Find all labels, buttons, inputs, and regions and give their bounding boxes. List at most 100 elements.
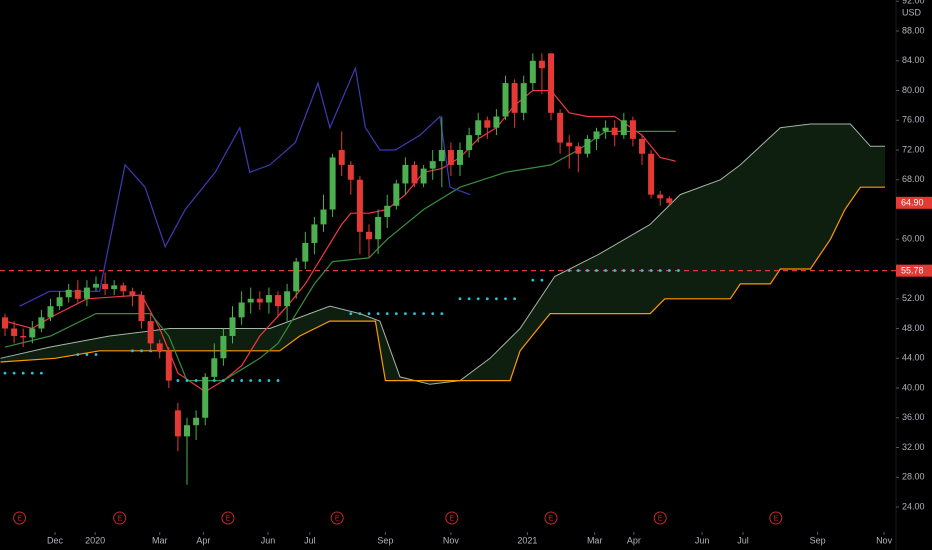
candle-body — [466, 135, 473, 151]
candle-body — [202, 376, 209, 418]
level-dot — [458, 297, 462, 301]
level-dot — [404, 312, 407, 316]
level-dot — [249, 379, 253, 382]
level-dot — [12, 371, 16, 375]
x-tick-label: Dec — [47, 535, 64, 545]
indicator-line — [4, 130, 676, 382]
candle-body — [593, 131, 600, 139]
level-dot — [586, 269, 589, 272]
indicator-line — [19, 66, 471, 307]
y-tick-label: 88.00 — [902, 25, 925, 35]
y-tick-label: 24.00 — [902, 501, 925, 511]
level-dot — [531, 278, 535, 282]
candle-body — [657, 194, 664, 199]
candle-body — [83, 287, 90, 299]
candle-body — [502, 83, 509, 117]
level-dot — [131, 349, 134, 353]
x-tick-label: Nov — [876, 535, 893, 545]
last-price-tag — [896, 196, 932, 209]
event-marker — [544, 511, 558, 525]
candle-body — [193, 417, 200, 426]
level-dot — [504, 297, 507, 301]
level-dot — [431, 312, 435, 316]
event-label: E — [773, 515, 778, 522]
candle-body — [447, 150, 454, 165]
candle-body — [165, 350, 172, 381]
y-tick-label: 92.00 — [902, 0, 925, 6]
level-dot — [649, 269, 653, 272]
candle-body — [529, 60, 536, 84]
candle-body — [639, 138, 646, 154]
y-tick-label: 28.00 — [902, 472, 925, 482]
level-dot — [540, 278, 544, 282]
level-dot — [231, 379, 234, 382]
level-dot — [476, 297, 480, 301]
level-dot — [3, 371, 7, 375]
y-tick-label: 84.00 — [902, 55, 925, 65]
candle-body — [384, 205, 391, 217]
candle-body — [438, 150, 445, 162]
candle-body — [2, 317, 9, 329]
candle-body — [275, 295, 282, 307]
candle-body — [511, 83, 518, 113]
candle-body — [11, 328, 18, 336]
candle-body — [629, 120, 636, 139]
level-dot — [349, 312, 353, 316]
candle-body — [120, 285, 127, 292]
candle-body — [29, 328, 36, 338]
level-dot — [185, 379, 189, 382]
last-price-tag-label: 64.90 — [901, 198, 924, 208]
y-tick-label: 52.00 — [902, 293, 925, 303]
event-label: E — [449, 515, 454, 522]
level-dot — [604, 269, 608, 272]
candle-body — [338, 150, 345, 165]
senkou-a-line — [0, 123, 885, 385]
candle-body — [538, 60, 545, 69]
level-dot — [677, 269, 680, 272]
candle-body — [402, 164, 409, 184]
level-dot — [631, 269, 635, 272]
candle-body — [648, 153, 655, 195]
event-marker — [445, 511, 459, 525]
level-dot — [140, 349, 143, 353]
level-dot — [276, 379, 280, 382]
candle-body — [329, 157, 336, 210]
candle-body — [138, 295, 145, 322]
x-tick-label: Jul — [304, 535, 316, 545]
candle-body — [457, 150, 464, 165]
candle-body — [111, 285, 118, 290]
candle-body — [47, 306, 54, 318]
level-dot — [376, 312, 380, 316]
candle-body — [184, 425, 191, 437]
candle-body — [575, 146, 582, 154]
alert-price-tag-label: 55.78 — [901, 266, 924, 276]
candle-body — [347, 164, 354, 180]
candle-body — [520, 83, 527, 113]
candle-body — [56, 297, 63, 307]
candle-body — [174, 410, 181, 437]
level-dot — [85, 353, 89, 356]
x-tick-label: Mar — [587, 535, 603, 545]
x-tick-label: Apr — [627, 535, 641, 545]
candle-body — [238, 302, 245, 318]
level-dot — [467, 297, 471, 301]
senkou-b-line — [0, 186, 885, 382]
indicator-line — [4, 89, 676, 393]
level-dot — [40, 371, 43, 375]
level-dot — [358, 312, 362, 316]
candle-body — [38, 317, 45, 329]
candle-body — [602, 127, 609, 132]
level-dot — [194, 379, 198, 382]
event-label: E — [658, 515, 663, 522]
level-dot — [94, 353, 98, 356]
candle-body — [411, 164, 418, 184]
level-dot — [485, 297, 489, 301]
candle-body — [220, 335, 227, 359]
candle-body — [493, 116, 500, 128]
x-tick-label: Apr — [196, 535, 210, 545]
event-label: E — [17, 515, 22, 522]
x-tick-label: 2021 — [517, 535, 537, 545]
candle-body — [311, 224, 318, 243]
x-tick-label: Sep — [810, 535, 826, 545]
